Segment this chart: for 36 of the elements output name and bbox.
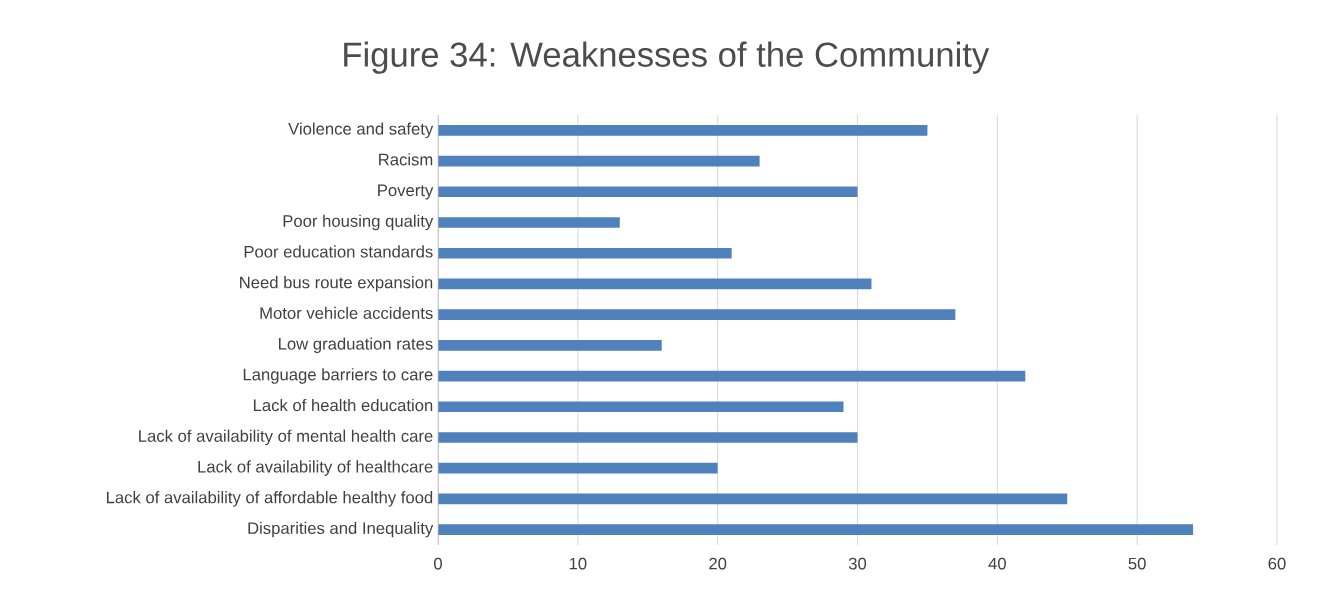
chart-title: Figure 34: Weaknesses of the Community (344, 41, 990, 74)
y-tick-label: Motor vehicle accidents (260, 306, 433, 320)
y-tick-label: Poor education standards (244, 245, 433, 258)
y-tick-label: Lack of health education (253, 398, 433, 412)
bar (438, 278, 872, 290)
y-tick-label: Language barriers to care (243, 368, 433, 384)
y-tick-label: Poverty (378, 184, 434, 200)
x-tick-label: 50 (1128, 557, 1146, 570)
x-tick-label: 20 (709, 557, 727, 570)
bar (438, 217, 620, 228)
y-tick-label: Need bus route expansion (240, 276, 433, 292)
x-tick-label: 40 (988, 557, 1006, 570)
y-tick-label: Lack of availability of affordable healthy food (106, 491, 433, 507)
x-tick-label: 10 (569, 557, 587, 570)
bar (438, 340, 662, 351)
bar (438, 493, 1068, 505)
bar (438, 524, 1194, 535)
y-tick-label: Lack of availability of healthcare (198, 460, 433, 476)
x-tick-label: 0 (434, 557, 442, 570)
y-tick-label: Lack of availability of mental health care (139, 429, 433, 446)
bar (438, 155, 760, 167)
bar (438, 401, 844, 413)
bar (438, 370, 1026, 382)
bar (438, 247, 732, 259)
bar (438, 432, 858, 443)
bar (438, 186, 858, 198)
bar (438, 309, 956, 320)
y-tick-label: Violence and safety (288, 122, 434, 139)
y-tick-label: Poor housing quality (283, 214, 434, 231)
y-tick-label: Disparities and Inequality (248, 521, 434, 538)
x-tick-label: 60 (1268, 557, 1286, 570)
y-tick-label: Low graduation rates (279, 337, 433, 354)
bar (438, 462, 718, 474)
x-tick-label: 30 (848, 557, 867, 570)
y-tick-label: Racism (379, 153, 433, 166)
bar (438, 125, 928, 136)
